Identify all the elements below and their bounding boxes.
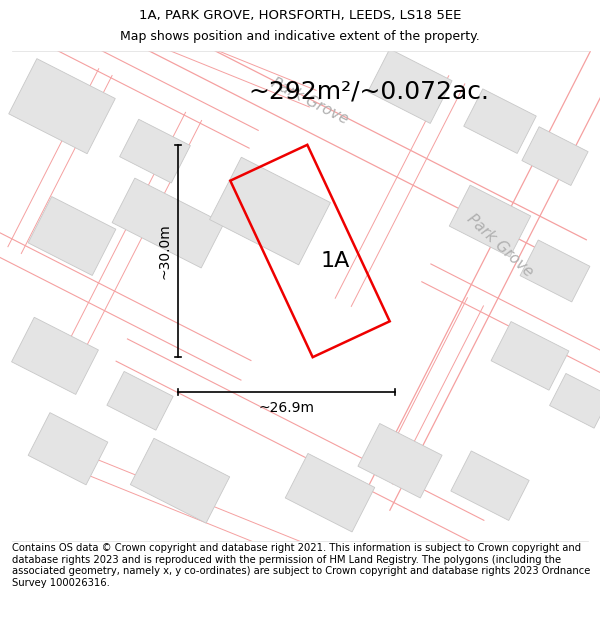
Text: 1A, PARK GROVE, HORSFORTH, LEEDS, LS18 5EE: 1A, PARK GROVE, HORSFORTH, LEEDS, LS18 5…: [139, 9, 461, 22]
Polygon shape: [451, 451, 529, 521]
Text: Park Grove: Park Grove: [464, 212, 536, 280]
Polygon shape: [107, 371, 173, 430]
Text: 1A: 1A: [320, 251, 350, 271]
Polygon shape: [449, 185, 531, 257]
Text: ~30.0m: ~30.0m: [157, 223, 171, 279]
Polygon shape: [285, 453, 375, 532]
Polygon shape: [130, 438, 230, 523]
Polygon shape: [119, 119, 190, 183]
Text: Park Grove: Park Grove: [269, 76, 351, 127]
Polygon shape: [112, 178, 224, 268]
Polygon shape: [11, 318, 98, 394]
Text: ~292m²/~0.072ac.: ~292m²/~0.072ac.: [248, 79, 489, 103]
Polygon shape: [9, 59, 115, 154]
Polygon shape: [464, 89, 536, 154]
Polygon shape: [28, 196, 116, 276]
Polygon shape: [491, 321, 569, 390]
Polygon shape: [209, 158, 331, 265]
Text: Map shows position and indicative extent of the property.: Map shows position and indicative extent…: [120, 30, 480, 42]
Polygon shape: [522, 127, 588, 186]
Text: Contains OS data © Crown copyright and database right 2021. This information is : Contains OS data © Crown copyright and d…: [12, 543, 590, 588]
Polygon shape: [368, 49, 452, 123]
Polygon shape: [550, 374, 600, 428]
Polygon shape: [520, 240, 590, 302]
Text: ~26.9m: ~26.9m: [259, 401, 314, 415]
Polygon shape: [28, 412, 108, 485]
Polygon shape: [358, 424, 442, 498]
